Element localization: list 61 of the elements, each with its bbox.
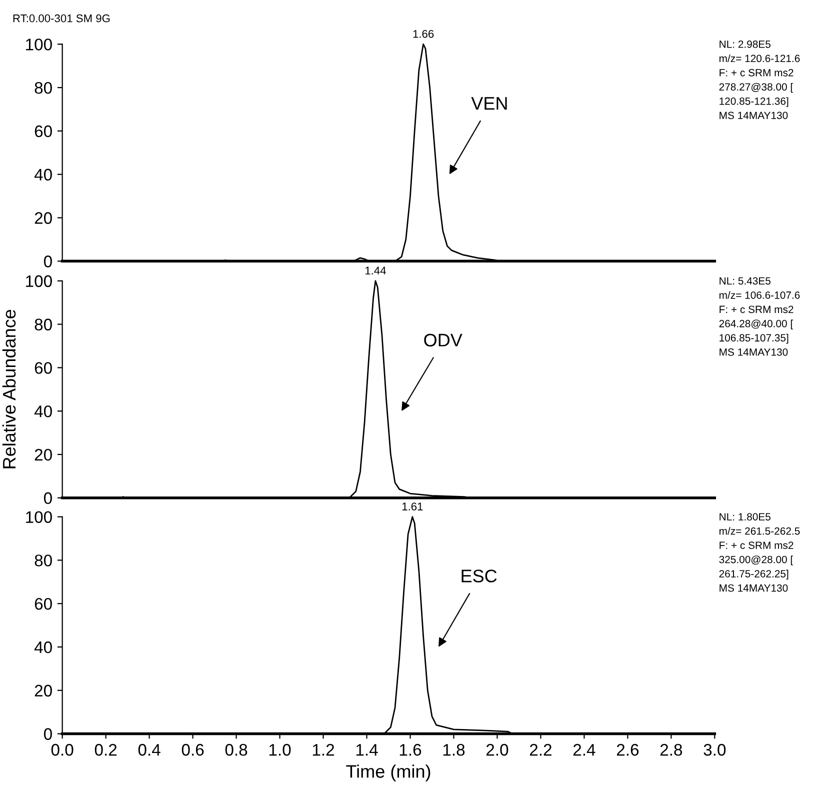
- text: MS 14MAY130: [720, 348, 788, 356]
- text: 261.75-262.25]: [719, 570, 788, 580]
- text: m/z= 120.6-121.6: [720, 54, 800, 62]
- text: F: + c SRM ms2: [720, 306, 794, 314]
- annotation: ODV: [424, 334, 462, 346]
- y-tick-label: 60: [34, 362, 52, 374]
- annotation: 1.61: [402, 502, 423, 510]
- text: NL: 1.80E5: [720, 513, 770, 520]
- text: 325.00@28.00 [: [719, 556, 794, 566]
- text: 120.85-121.36]: [720, 97, 788, 107]
- y-tick-label: 20: [34, 684, 52, 697]
- text: NL: 5.43E5: [720, 277, 770, 285]
- y-tick-label: 0: [44, 256, 52, 268]
- y-tick-label: 80: [34, 318, 52, 330]
- y-tick-label: 100: [26, 511, 52, 523]
- x-tick-label: 1.2: [312, 744, 334, 756]
- x-tick-label: 2.6: [616, 744, 639, 756]
- chart-title: RT:0.00-301 SM 9G: [13, 14, 110, 22]
- y-tick-label: 80: [34, 554, 52, 566]
- text: 106.85-107.35]: [720, 334, 788, 344]
- x-tick-label: 1.6: [400, 744, 422, 756]
- y-tick-label: 40: [34, 641, 52, 654]
- x-tick-label: 0.2: [94, 744, 117, 756]
- y-tick-label: 0: [44, 492, 52, 504]
- x-tick-label: 1.4: [356, 744, 378, 756]
- text: 264.28@40.00 [: [719, 320, 794, 330]
- y-tick-label: 40: [34, 168, 52, 181]
- x-tick-label: 2.2: [530, 744, 552, 756]
- y-tick-label: 20: [34, 212, 52, 224]
- y-tick-label: 60: [34, 125, 52, 138]
- annotation: 1.66: [413, 30, 434, 38]
- text: 278.27@38.00 [: [719, 82, 794, 93]
- x-tick-label: 0.8: [225, 744, 248, 756]
- annotation: VEN: [471, 97, 507, 110]
- text: m/z= 106.6-107.6: [720, 291, 800, 299]
- y-tick-label: 60: [34, 598, 52, 610]
- x-tick-label: 1.0: [269, 744, 291, 756]
- y-tick-label: 0: [44, 728, 52, 740]
- x-tick-label: 3.0: [704, 744, 726, 756]
- x-axis-title: Time (min): [346, 764, 430, 782]
- x-tick-label: 0.0: [51, 744, 74, 756]
- x-tick-label: 1.8: [443, 744, 465, 756]
- x-tick-label: 2.0: [486, 744, 508, 756]
- x-tick-label: 0.4: [138, 744, 160, 756]
- y-tick-label: 20: [34, 448, 52, 461]
- x-tick-label: 0.6: [182, 744, 204, 756]
- annotation: 1.44: [365, 266, 386, 274]
- text: F: + c SRM ms2: [720, 542, 794, 549]
- text: NL: 2.98E5: [720, 40, 770, 48]
- y-axis-title: Relative Abundance: [2, 310, 16, 468]
- text: F: + c SRM ms2: [720, 68, 794, 76]
- x-tick-label: 2.8: [660, 744, 682, 756]
- y-tick-label: 40: [34, 405, 52, 418]
- y-tick-label: 80: [34, 82, 52, 94]
- y-tick-label: 100: [26, 275, 52, 288]
- y-tick-label: 100: [26, 38, 52, 50]
- annotation: ESC: [462, 570, 497, 582]
- text: MS 14MAY130: [720, 584, 788, 592]
- text: MS 14MAY130: [720, 112, 788, 120]
- text: m/z= 261.5-262.5: [720, 527, 800, 535]
- x-tick-label: 2.4: [573, 744, 596, 756]
